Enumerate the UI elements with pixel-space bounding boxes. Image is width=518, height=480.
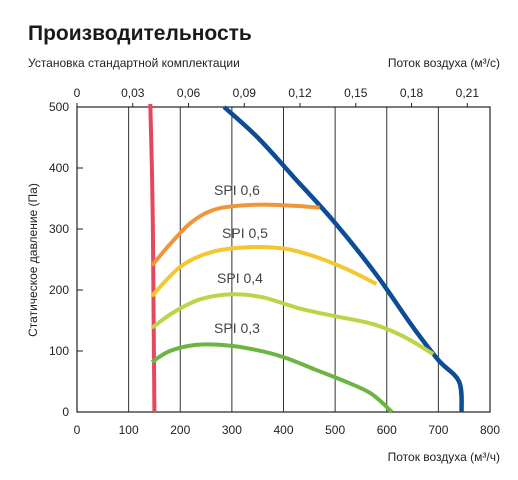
- x-tick-label: 800: [480, 423, 500, 437]
- series-line-spi-0-6: [150, 202, 320, 267]
- curve-labels: SPI 0,6 SPI 0,5 SPI 0,4 SPI 0,3: [214, 182, 268, 336]
- bottom-axis-label: Поток воздуха (м³/ч): [387, 450, 500, 464]
- x-tick-label: 0: [74, 423, 81, 437]
- y-tick-label: 200: [49, 283, 69, 297]
- y-ticks: 0 100 200 300 400 500: [49, 100, 83, 419]
- series-line-spi-0-3: [150, 342, 394, 414]
- x-ticks: 0 100 200 300 400 500 600 700 800: [74, 423, 501, 437]
- x-tick-label: 700: [428, 423, 448, 437]
- x-tick-label: 200: [170, 423, 190, 437]
- top-axis-label: Поток воздуха (м³/с): [387, 56, 500, 70]
- series-line-max-performance: [222, 105, 464, 413]
- grid: [128, 107, 439, 412]
- chart-subtitle: Установка стандартной комплектации: [28, 56, 240, 70]
- y-tick-label: 400: [49, 161, 69, 175]
- x-tick-label: 500: [325, 423, 345, 437]
- series-line-min-flow-limit: [148, 103, 157, 413]
- series-label: SPI 0,5: [222, 225, 268, 241]
- x-tick-label: 400: [273, 423, 293, 437]
- y-tick-label: 100: [49, 344, 69, 358]
- series: [148, 103, 464, 414]
- x2-tick-label: 0,09: [233, 86, 257, 100]
- series-label: SPI 0,4: [217, 270, 263, 286]
- series-line-spi-0-4: [150, 292, 435, 356]
- series-label: SPI 0,3: [214, 320, 260, 336]
- x2-tick-label: 0,03: [121, 86, 145, 100]
- x2-tick-label: 0,21: [456, 86, 480, 100]
- plot-frame: [76, 106, 491, 413]
- y-axis-label: Статическое давление (Па): [26, 183, 40, 337]
- x-tick-label: 600: [377, 423, 397, 437]
- x2-tick-label: 0,18: [400, 86, 424, 100]
- y-tick-label: 500: [49, 100, 69, 114]
- x2-ticks: 0 0,03 0,06 0,09 0,12 0,15 0,18 0,21: [74, 86, 480, 107]
- x2-tick-label: 0,12: [288, 86, 312, 100]
- y-tick-label: 300: [49, 222, 69, 236]
- x-tick-label: 100: [119, 423, 139, 437]
- series-label: SPI 0,6: [214, 182, 260, 198]
- x2-tick-label: 0,06: [177, 86, 201, 100]
- x2-tick-label: 0,15: [344, 86, 368, 100]
- chart-title: Производительность: [28, 22, 252, 45]
- x-tick-label: 300: [222, 423, 242, 437]
- x2-tick-label: 0: [74, 86, 81, 100]
- series-line-spi-0-5: [150, 245, 378, 298]
- y-tick-label: 0: [62, 405, 69, 419]
